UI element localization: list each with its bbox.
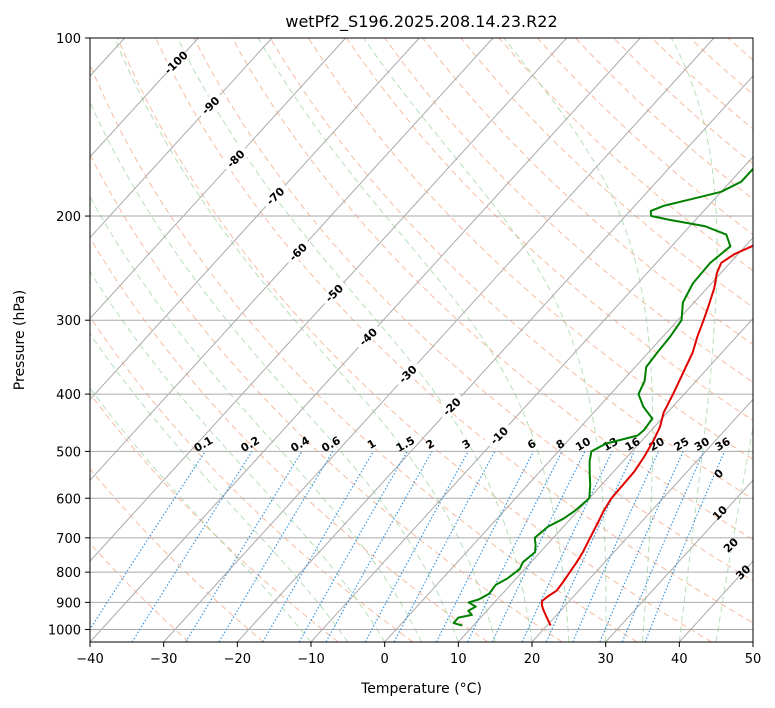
mixing-ratio-line	[393, 451, 496, 642]
dry-adiabat	[155, 38, 753, 624]
isotherm	[90, 38, 199, 158]
isotherm	[457, 317, 753, 642]
mixing-ratio-line	[599, 451, 684, 642]
y-tick-label: 500	[56, 445, 81, 460]
x-tick-label: −30	[150, 652, 177, 667]
moist-adiabat	[503, 38, 654, 642]
x-axis-label: Temperature (°C)	[360, 681, 482, 697]
isotherm	[531, 398, 753, 642]
x-tick-label: −20	[224, 652, 251, 667]
mixing-ratio-line	[621, 451, 705, 642]
x-tick-label: 40	[671, 652, 688, 667]
mixing-ratio-line	[90, 451, 206, 631]
mixing-ratio-line	[185, 451, 303, 642]
y-tick-label: 400	[56, 388, 81, 403]
profiles	[452, 167, 753, 627]
plot-frame	[89, 37, 754, 643]
moist-adiabat	[177, 38, 533, 642]
isotherm-label-bg	[161, 47, 191, 77]
y-tick-label: 200	[56, 210, 81, 225]
isotherm-label-bg	[220, 143, 250, 173]
mixing-ratio-line	[298, 451, 408, 642]
chart-title: wetPf2_S196.2025.208.14.23.R22	[285, 12, 557, 32]
moist-adiabat	[114, 38, 496, 642]
moist-adiabat	[90, 332, 349, 642]
dewpoint-profile	[452, 167, 753, 627]
dry-adiabat	[90, 63, 638, 642]
isotherm-label-bg	[436, 391, 466, 421]
isotherm-label-bg	[319, 278, 349, 308]
isotherm	[90, 38, 567, 562]
y-tick-label: 800	[56, 566, 81, 581]
isotherm-label-bg	[392, 359, 422, 389]
dry-adiabat	[117, 38, 712, 642]
dry-adiabat	[90, 236, 488, 642]
x-tick-label: 20	[524, 652, 541, 667]
y-tick-label: 300	[56, 314, 81, 329]
isotherm	[163, 38, 715, 642]
mixing-ratio-line	[131, 451, 253, 642]
mixing-ratio-line	[435, 451, 535, 642]
isotherm-label-bg	[353, 322, 383, 351]
dry-adiabat	[346, 38, 753, 422]
mixing-ratio-line	[491, 451, 586, 642]
y-axis-label: Pressure (hPa)	[12, 290, 28, 390]
x-tick-label: 10	[450, 652, 467, 667]
mixing-ratio-line	[521, 451, 613, 642]
moist-adiabat	[363, 38, 607, 642]
isotherm	[605, 479, 753, 642]
moist-adiabat	[257, 38, 570, 642]
isotherm	[310, 156, 753, 642]
x-tick-label: 50	[745, 652, 762, 667]
x-tick-label: −40	[76, 652, 103, 667]
dry-adiabat	[269, 38, 753, 500]
isotherm	[90, 38, 273, 239]
axis-ticks: −40 −30 −20 −10 0 10 20 30 40 50 100 200 300 400 500 60…	[48, 32, 761, 667]
isotherm	[90, 38, 346, 320]
x-tick-label: 0	[381, 652, 389, 667]
dry-adiabat	[307, 38, 753, 461]
y-tick-label: 1000	[48, 623, 81, 638]
isotherm	[90, 38, 420, 401]
moist-adiabat	[90, 101, 459, 642]
mixing-ratio-line	[572, 451, 660, 642]
y-tick-label: 900	[56, 596, 81, 611]
dry-adiabat	[193, 38, 753, 582]
y-tick-label: 600	[56, 492, 81, 507]
moist-adiabat	[715, 424, 753, 642]
x-tick-label: −10	[297, 652, 324, 667]
x-tick-label: 30	[597, 652, 614, 667]
isotherm-label-bg	[195, 90, 225, 120]
y-tick-label: 700	[56, 532, 81, 547]
dry-adiabat	[90, 468, 264, 642]
mixing-ratio-line	[325, 451, 433, 642]
isotherm-label-bg	[283, 237, 313, 266]
isotherm-label-bg	[260, 181, 290, 211]
dry-adiabat	[90, 153, 563, 642]
mixing-ratio-line	[364, 451, 469, 642]
temperature-profile	[540, 244, 753, 627]
dry-adiabat	[90, 542, 190, 642]
isotherm	[90, 38, 494, 482]
moist-adiabat	[90, 270, 386, 642]
mixing-ratio-line	[644, 451, 726, 642]
isotherm	[384, 236, 753, 642]
isotherm	[236, 75, 753, 642]
isotherm-label-bg	[484, 420, 514, 450]
y-tick-label: 100	[56, 32, 81, 47]
moist-adiabat	[670, 38, 718, 642]
